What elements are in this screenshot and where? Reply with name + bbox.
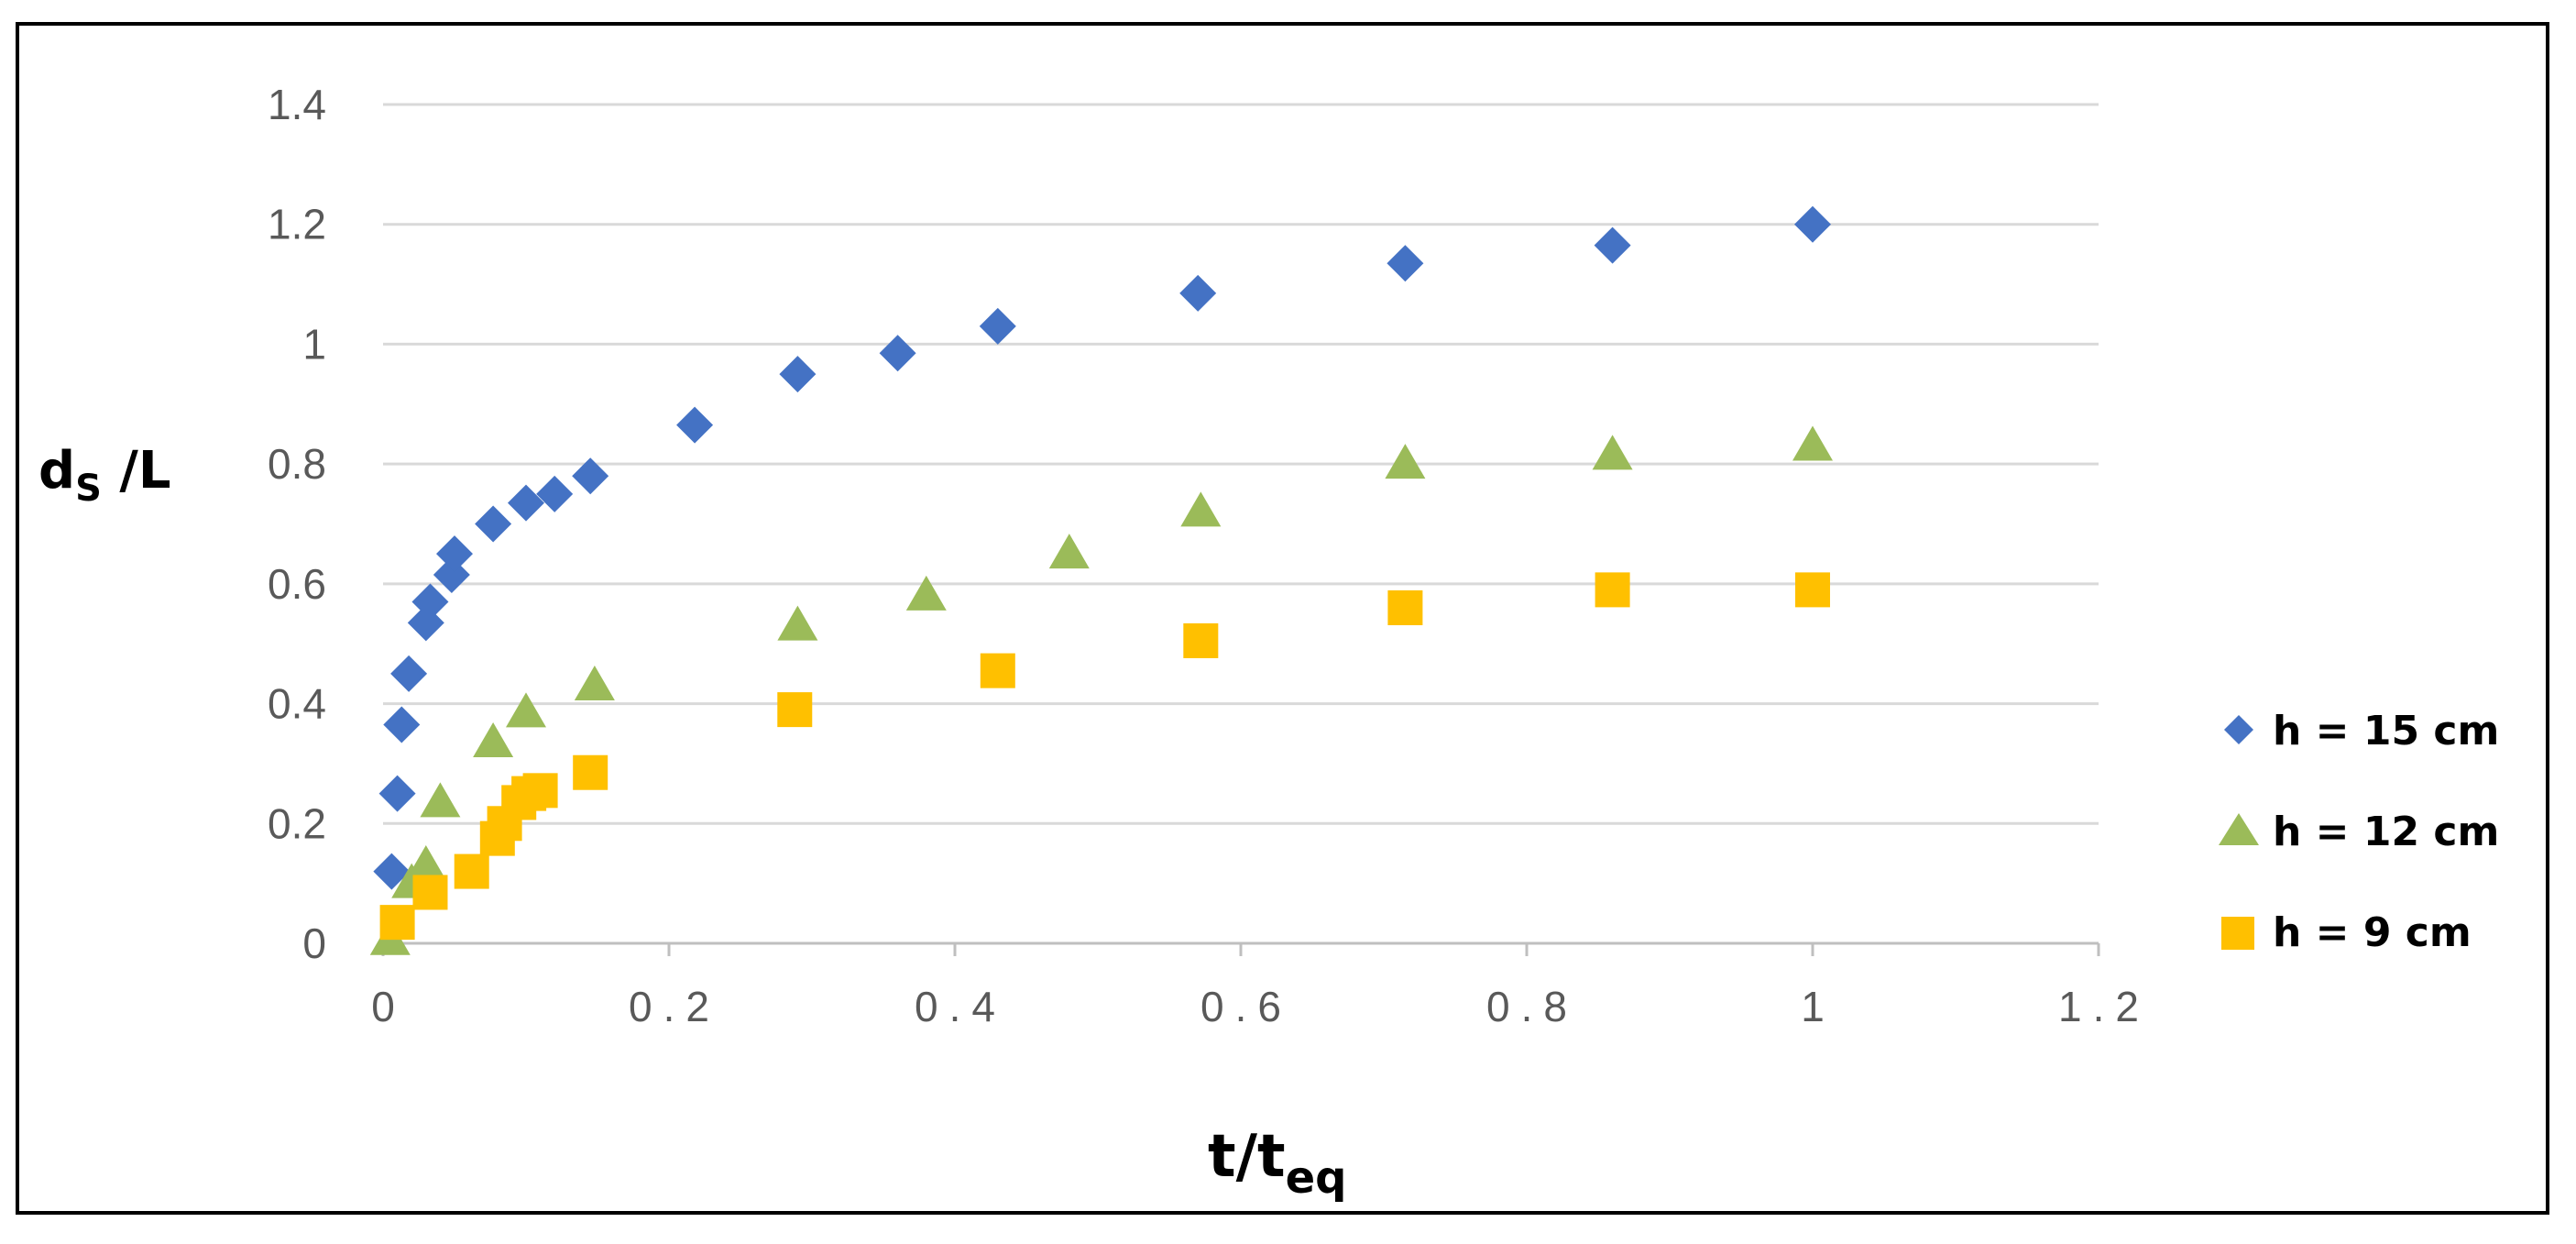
point-h12: [420, 782, 461, 818]
point-h12: [905, 575, 947, 611]
point-h12: [1385, 444, 1426, 479]
point-h15: [475, 505, 512, 543]
axes: [381, 941, 2100, 956]
x-tick-label: 1.2: [2058, 983, 2150, 1030]
legend-label-h15: h = 15 cm: [2273, 708, 2499, 754]
x-axis-title: t/teq: [1208, 1123, 1346, 1204]
legend-item-h9: h = 9 cm: [2221, 909, 2472, 956]
point-h15: [979, 307, 1016, 345]
point-h9: [1183, 622, 1219, 658]
y-tick-label: 0: [302, 919, 326, 967]
point-h15: [879, 335, 916, 372]
point-h12: [574, 665, 615, 700]
y-axis-title-main: d: [38, 441, 75, 501]
x-tick-label: 0.4: [915, 983, 1006, 1030]
point-h15: [411, 583, 449, 621]
x-axis-title-main: t/t: [1208, 1123, 1286, 1191]
x-tick-label: 0.8: [1486, 983, 1578, 1030]
point-h15: [536, 475, 574, 512]
x-tick-label: 0.2: [629, 983, 720, 1030]
point-h15: [1387, 245, 1424, 282]
point-h15: [373, 853, 411, 890]
y-axis-title-subscript: S: [75, 468, 102, 510]
point-h15: [1179, 274, 1217, 312]
point-h9: [379, 905, 415, 941]
legend-label-h9: h = 9 cm: [2273, 909, 2472, 956]
point-h9: [573, 754, 608, 790]
legend-item-h12: h = 12 cm: [2219, 809, 2499, 855]
point-h15: [676, 406, 714, 444]
point-h9: [1387, 590, 1423, 625]
point-h15: [436, 535, 473, 573]
point-h12: [1792, 425, 1833, 461]
legend-triangle-marker: [2219, 813, 2259, 845]
point-h9: [1595, 572, 1630, 608]
point-h15: [508, 484, 544, 522]
point-h9: [412, 875, 448, 910]
y-tick-label: 0.8: [268, 440, 326, 488]
point-h12: [1592, 435, 1633, 470]
y-tick-label: 1.4: [268, 81, 326, 128]
legend-diamond-marker: [2224, 715, 2253, 744]
point-h15: [779, 356, 817, 393]
point-h9: [1795, 572, 1830, 608]
y-tick-label: 1: [302, 320, 326, 368]
legend-label-h12: h = 12 cm: [2273, 809, 2499, 855]
y-axis-title-rest: /L: [102, 441, 171, 501]
point-h12: [1180, 491, 1222, 527]
legend-item-h15: h = 15 cm: [2224, 708, 2499, 754]
x-axis-title-subscript: eq: [1286, 1152, 1347, 1204]
data-points: [369, 205, 1833, 955]
x-tick-label: 0: [371, 983, 406, 1030]
gridlines: [383, 103, 2099, 825]
y-tick-labels: 0 0.2 0.4 0.6 0.8 1 1.2 1.4: [268, 81, 326, 967]
point-h15: [1594, 226, 1631, 264]
x-tick-label: 0.6: [1200, 983, 1292, 1030]
point-h15: [390, 655, 428, 692]
point-h15: [378, 775, 416, 812]
x-tick-labels: 0 0.2 0.4 0.6 0.8 1 1.2: [371, 983, 2150, 1030]
point-h12: [473, 722, 514, 758]
point-h15: [572, 457, 609, 495]
point-h12: [405, 845, 446, 881]
legend-square-marker: [2221, 917, 2254, 950]
point-h12: [506, 692, 546, 728]
point-h15: [1794, 205, 1831, 243]
point-h9: [522, 773, 558, 809]
x-tick-label: 1: [1801, 983, 1836, 1030]
y-tick-label: 0.2: [268, 799, 326, 847]
point-h12: [1048, 534, 1090, 569]
point-h9: [980, 653, 1015, 688]
y-tick-label: 1.2: [268, 201, 326, 248]
point-h9: [454, 853, 489, 889]
y-tick-label: 0.4: [268, 680, 326, 728]
point-h12: [777, 605, 818, 641]
y-axis-title: dS /L: [38, 441, 171, 510]
legend: h = 15 cm h = 12 cm h = 9 cm: [2219, 708, 2499, 956]
point-h15: [383, 706, 421, 743]
y-tick-label: 0.6: [268, 560, 326, 608]
point-h9: [777, 692, 813, 728]
